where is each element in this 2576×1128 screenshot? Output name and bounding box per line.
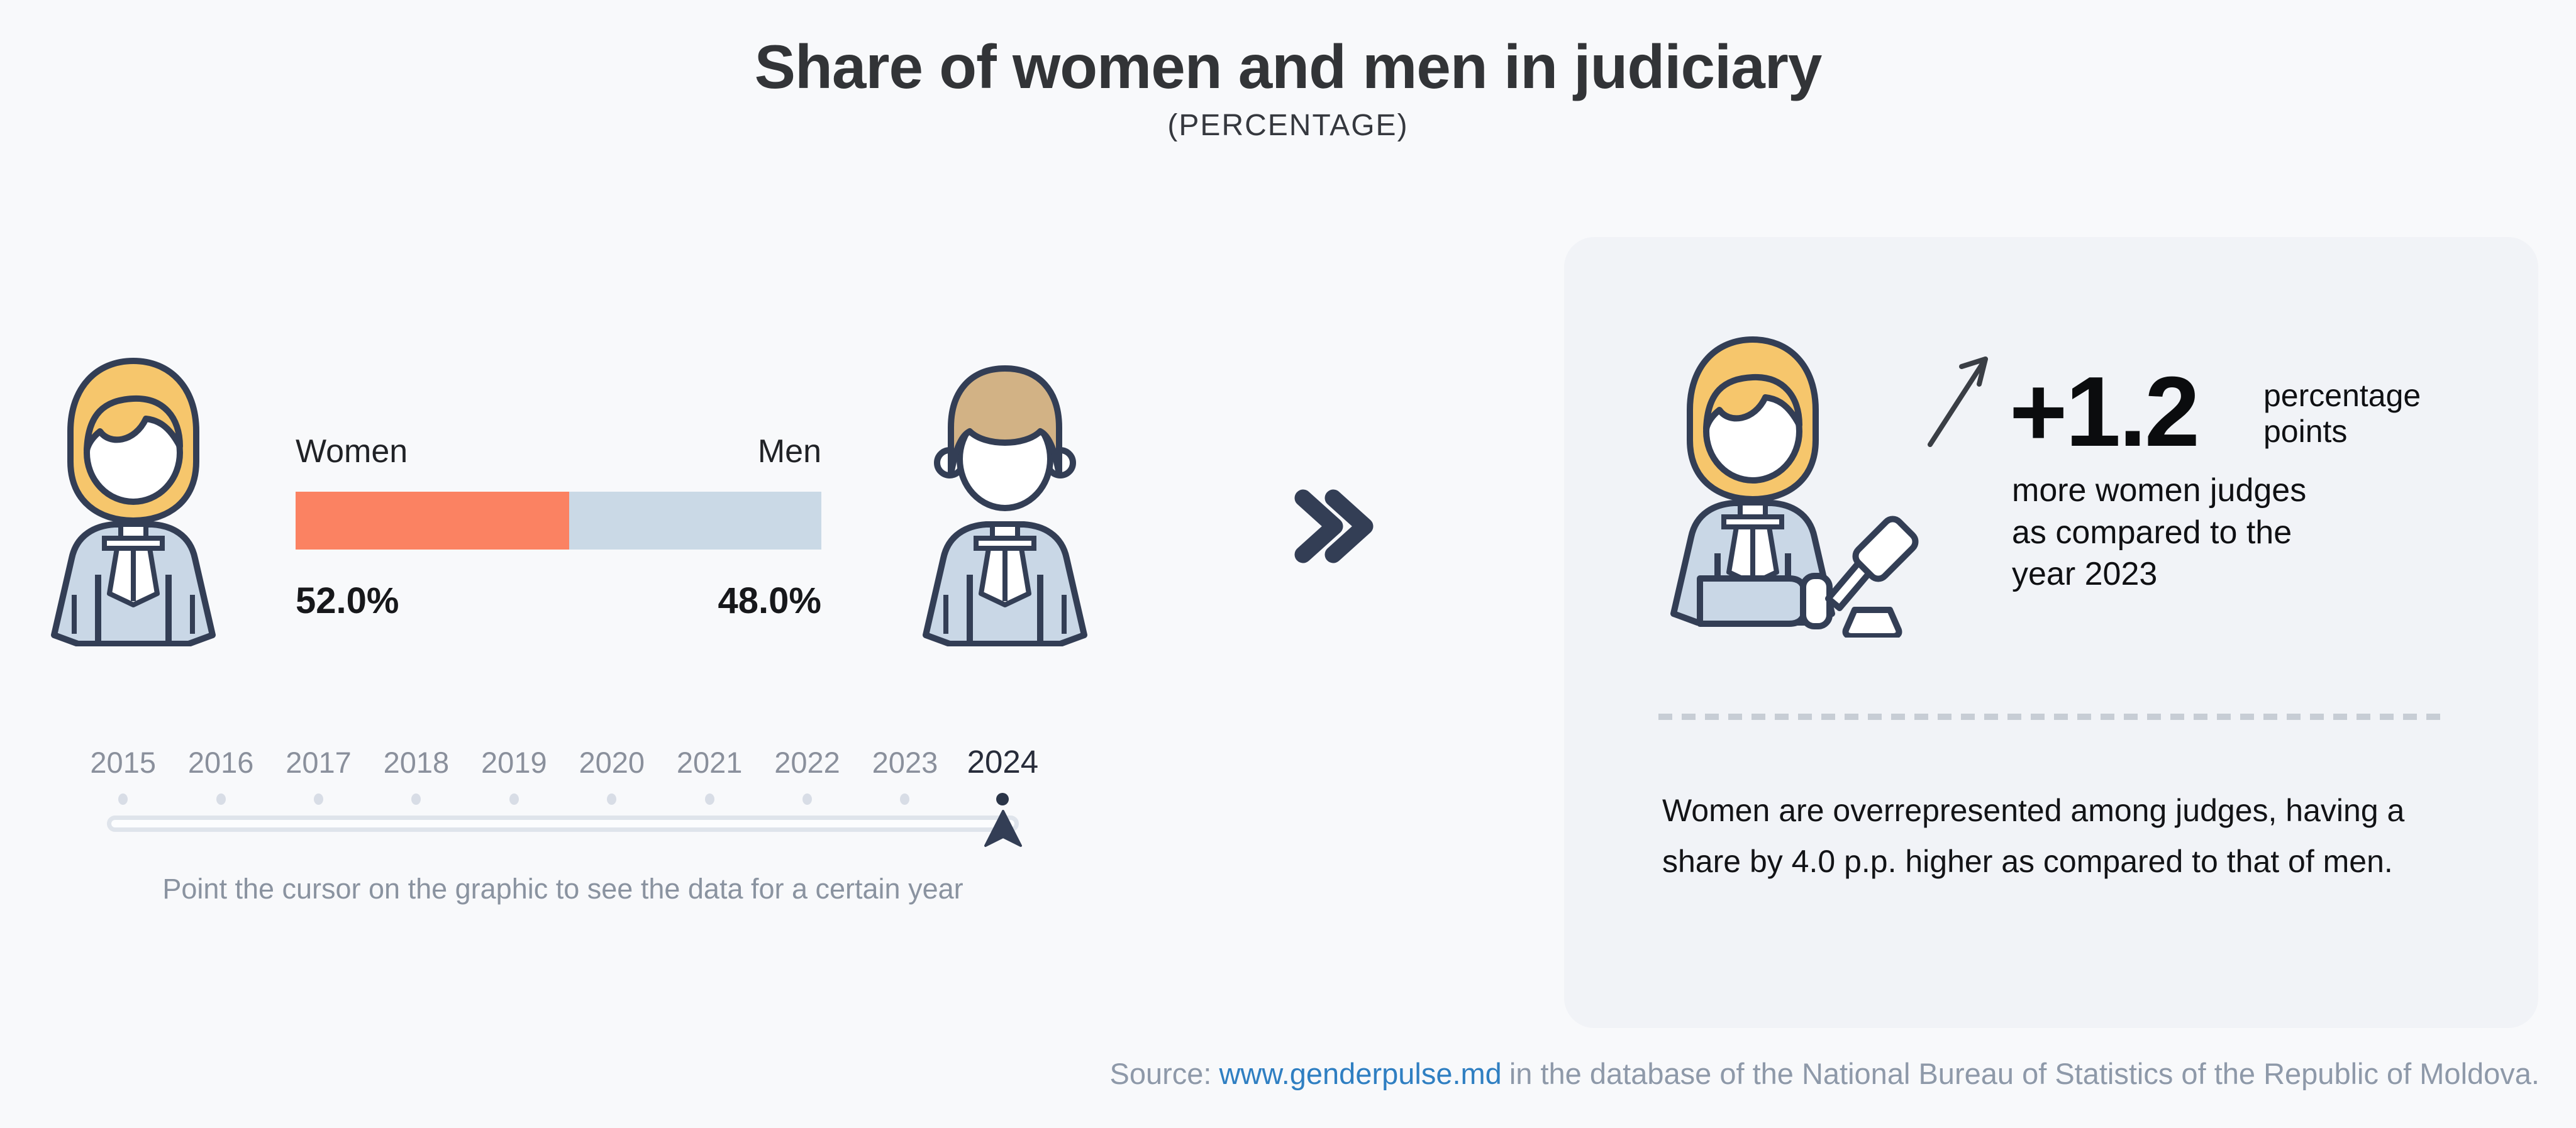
- robe-folds: [967, 575, 1043, 644]
- timeline-year-2024-selected[interactable]: 2024: [967, 744, 1039, 780]
- page-title: Share of women and men in judiciary: [754, 32, 1823, 101]
- timeline-year-2020[interactable]: 2020: [579, 746, 645, 779]
- dashed-divider: [1658, 714, 2446, 720]
- timeline-year-2018[interactable]: 2018: [383, 746, 450, 779]
- trend-up-arrow-icon: [1928, 357, 1988, 447]
- timeline-dot-2022[interactable]: [802, 793, 813, 805]
- man-judge-icon: [923, 365, 1087, 646]
- men-label: Men: [757, 433, 821, 470]
- timeline-dot-cell: [367, 793, 465, 805]
- slider-hint-text: Point the cursor on the graphic to see t…: [162, 873, 963, 905]
- timeline-dot-2021[interactable]: [704, 793, 714, 805]
- bar-men[interactable]: [569, 492, 821, 550]
- timeline-dot-2015[interactable]: [118, 793, 128, 805]
- page-subtitle: (PERCENTAGE): [1167, 109, 1409, 142]
- robe-folds: [95, 575, 172, 644]
- timeline-dot-2024-selected[interactable]: [996, 793, 1009, 805]
- timeline-dot-2023[interactable]: [900, 793, 910, 805]
- bar-women[interactable]: [296, 492, 569, 550]
- timeline-dot-cell: [465, 793, 563, 805]
- timeline-dot-cell: [563, 793, 660, 805]
- year-slider-track[interactable]: [107, 816, 1019, 832]
- woman-fringe: [84, 395, 183, 453]
- insight-panel: +1.2 percentage points more women judges…: [1564, 237, 2538, 1028]
- source-suffix: in the database of the National Bureau o…: [1509, 1057, 2540, 1090]
- timeline-dot-cell: [856, 793, 953, 805]
- timeline-dot-cell: [660, 793, 758, 805]
- woman-judge-with-gavel-icon: [1670, 336, 1919, 638]
- source-line: Source: www.genderpulse.md in the database…: [1109, 1056, 2540, 1091]
- arm-sleeve: [1697, 575, 1807, 627]
- timeline-dot-2018[interactable]: [411, 793, 421, 805]
- timeline-dots: [74, 793, 1052, 805]
- timeline-year-2015[interactable]: 2015: [90, 746, 156, 779]
- source-prefix: Source:: [1109, 1057, 1212, 1090]
- summary-text: Women are overrepresented among judges, …: [1662, 793, 2405, 879]
- man-hair: [948, 365, 1062, 477]
- timeline-year-2023[interactable]: 2023: [872, 746, 938, 779]
- stat-description: more women judges as compared to the yea…: [2012, 472, 2307, 593]
- robe-side-folds: [72, 595, 195, 634]
- timeline-year-2022[interactable]: 2022: [774, 746, 840, 779]
- timeline-year-2021[interactable]: 2021: [676, 746, 743, 779]
- timeline-year-2019[interactable]: 2019: [481, 746, 547, 779]
- bar-values-row: 52.0% 48.0%: [296, 580, 821, 622]
- source-link[interactable]: www.genderpulse.md: [1219, 1057, 1502, 1090]
- timeline-dot-2016[interactable]: [216, 793, 226, 805]
- timeline-dot-cell: [172, 793, 269, 805]
- timeline-dot-cell: [758, 793, 856, 805]
- woman-fringe: [1703, 373, 1802, 432]
- timeline-dot-cell: [270, 793, 367, 805]
- women-label: Women: [296, 433, 408, 470]
- timeline-dot-2017[interactable]: [314, 793, 324, 805]
- timeline-dot-cell: [954, 793, 1052, 805]
- stat-value: +1.2: [2009, 357, 2200, 467]
- timeline-dot-2019[interactable]: [509, 793, 519, 805]
- double-chevron-right-icon: [1294, 489, 1374, 563]
- stat-unit: percentage points: [2263, 378, 2421, 449]
- timeline-year-2017[interactable]: 2017: [286, 746, 352, 779]
- timeline-dot-cell: [74, 793, 172, 805]
- robe-side-folds: [943, 595, 1067, 634]
- cuff: [1800, 573, 1833, 629]
- gender-share-bar-chart: Women Men 52.0% 48.0%: [296, 433, 821, 622]
- bar-labels-row: Women Men: [296, 433, 821, 470]
- timeline-dot-2020[interactable]: [607, 793, 617, 805]
- stacked-bar: [296, 492, 821, 550]
- gavel-head: [1852, 516, 1919, 582]
- timeline-year-2016[interactable]: 2016: [187, 746, 254, 779]
- timeline-years: 2015 2016 2017 2018 2019 2020 2021 2022 …: [74, 743, 1052, 780]
- woman-judge-icon: [51, 357, 216, 646]
- year-slider-cursor-icon[interactable]: [984, 810, 1023, 848]
- sound-block: [1842, 607, 1902, 638]
- women-value: 52.0%: [296, 580, 399, 621]
- men-value: 48.0%: [718, 580, 821, 621]
